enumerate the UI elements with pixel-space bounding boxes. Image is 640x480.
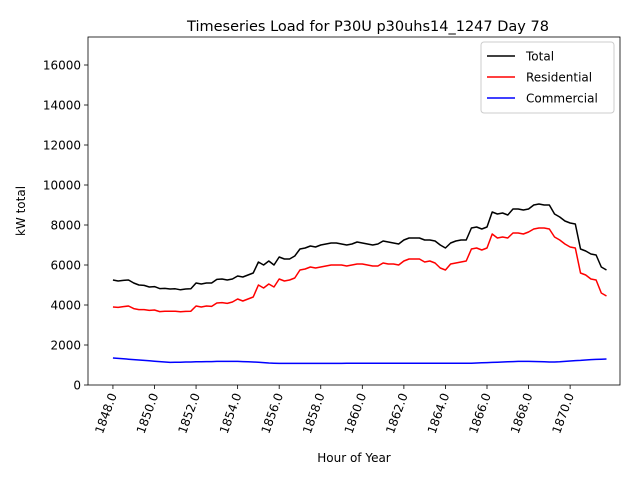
y-tick-label: 14000 xyxy=(43,99,81,113)
legend-frame xyxy=(480,41,615,114)
series-line-commercial xyxy=(112,357,607,365)
y-axis-label: kW total xyxy=(14,186,28,236)
legend-label-residential: Residential xyxy=(526,71,592,85)
legend-label-commercial: Commercial xyxy=(526,92,598,106)
chart-title: Timeseries Load for P30U p30uhs14_1247 D… xyxy=(186,19,549,35)
series-line-total xyxy=(112,203,607,291)
y-tick-label: 16000 xyxy=(43,59,81,73)
y-tick-label: 10000 xyxy=(43,179,81,193)
y-tick-label: 6000 xyxy=(50,259,81,273)
y-tick-label: 4000 xyxy=(50,299,81,313)
y-tick-label: 0 xyxy=(73,379,81,393)
axes-frame xyxy=(87,36,621,386)
y-tick-label: 8000 xyxy=(50,219,81,233)
y-tick-label: 12000 xyxy=(43,139,81,153)
x-axis-label: Hour of Year xyxy=(317,451,391,465)
legend: Total Residential Commercial xyxy=(480,41,615,114)
y-tick-label: 2000 xyxy=(50,339,81,353)
legend-label-total: Total xyxy=(525,50,554,64)
series-line-residential xyxy=(112,227,607,313)
